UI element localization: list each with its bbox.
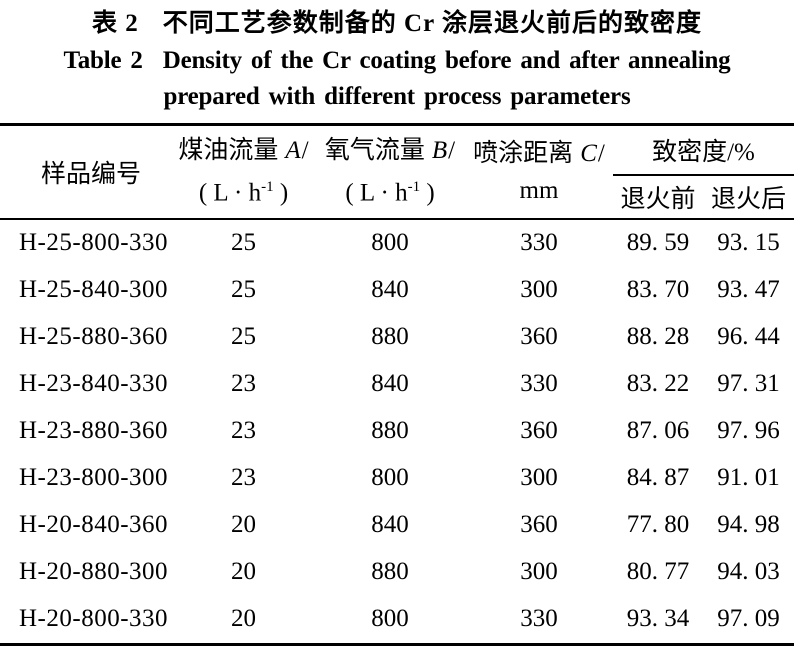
sample-id: H-23-800-300	[19, 464, 169, 491]
table-title-chinese: 表 2 不同工艺参数制备的 Cr 涂层退火前后的致密度	[0, 0, 794, 43]
sample-id: H-23-880-360	[19, 417, 169, 444]
oxygen-flow-value: 880	[371, 558, 409, 585]
header-density-percent: 致密度/%	[613, 124, 794, 176]
oxygen-flow-value: 800	[371, 464, 409, 491]
spray-distance-value: 300	[520, 276, 558, 303]
density-before-value: 87. 06	[626, 417, 690, 444]
table-number-en: Table 2	[63, 47, 143, 74]
density-before-value: 89. 59	[626, 229, 690, 256]
kerosene-flow-value: 25	[231, 323, 256, 350]
density-before-value: 83. 70	[626, 276, 690, 303]
kerosene-flow-value: 20	[231, 511, 256, 538]
slash: /	[448, 137, 456, 165]
table-row: H-25-880-360 25 880 360 88. 28 96. 44	[0, 314, 794, 361]
spray-distance-value: 300	[520, 464, 558, 491]
kerosene-flow-value: 23	[231, 464, 256, 491]
oxygen-flow-value: 880	[371, 417, 409, 444]
oxygen-flow-value: 800	[371, 605, 409, 632]
spray-distance-value: 360	[520, 511, 558, 538]
density-after-value: 94. 03	[717, 558, 780, 585]
header-after-annealing: 退火后	[710, 185, 786, 213]
table-body: H-25-800-330 25 800 330 89. 59 93. 15 H-…	[0, 219, 794, 645]
table-row: H-20-880-300 20 880 300 80. 77 94. 03	[0, 549, 794, 596]
density-after-value: 93. 47	[717, 276, 780, 303]
oxygen-flow-value: 800	[371, 229, 409, 256]
density-before-value: 93. 34	[626, 605, 690, 632]
unit-l-per-h: ( L · h	[198, 179, 262, 207]
kerosene-flow-value: 23	[231, 370, 256, 397]
table-title-en-text: Density of the Cr coating before and aft…	[162, 47, 731, 74]
density-table: 样品编号 煤油流量 A/ ( L · h-1 ) 氧气流量 B/ ( L · h-1…	[0, 123, 794, 646]
header-spray-distance: 喷涂距离 C/ mm	[465, 125, 613, 219]
oxygen-flow-value: 840	[371, 276, 409, 303]
sample-id: H-20-800-330	[19, 605, 169, 632]
sample-id: H-25-880-360	[19, 323, 169, 350]
header-sample-id: 样品编号	[40, 160, 141, 188]
spray-distance-value: 330	[520, 229, 558, 256]
table-title-english-line2: prepared with different process paramete…	[163, 83, 631, 110]
kerosene-flow-value: 25	[231, 276, 256, 303]
sample-id: H-20-840-360	[19, 511, 169, 538]
density-after-value: 97. 09	[717, 605, 780, 632]
slash: /	[597, 139, 605, 167]
density-before-value: 80. 77	[626, 558, 690, 585]
header-oxygen-label: 氧气流量	[324, 137, 425, 165]
unit-exponent: -1	[261, 179, 274, 196]
table-row: H-20-800-330 20 800 330 93. 34 97. 09	[0, 596, 794, 645]
table-row: H-23-840-330 23 840 330 83. 22 97. 31	[0, 361, 794, 408]
unit-exponent: -1	[407, 179, 421, 196]
density-after-value: 91. 01	[717, 464, 780, 491]
spray-distance-value: 330	[520, 370, 558, 397]
density-before-value: 88. 28	[626, 323, 690, 350]
unit-close: )	[420, 179, 435, 207]
density-after-value: 97. 96	[717, 417, 780, 444]
spray-distance-value: 360	[520, 417, 558, 444]
variable-a: A	[285, 137, 301, 165]
variable-b: B	[431, 137, 448, 165]
sample-id: H-25-800-330	[19, 229, 169, 256]
density-after-value: 93. 15	[717, 229, 780, 256]
kerosene-flow-value: 25	[231, 229, 256, 256]
kerosene-flow-value: 23	[231, 417, 256, 444]
variable-c: C	[580, 139, 597, 167]
spray-distance-value: 300	[520, 558, 558, 585]
header-kerosene-label: 煤油流量	[178, 137, 279, 165]
table-row: H-20-840-360 20 840 360 77. 80 94. 98	[0, 502, 794, 549]
sample-id: H-20-880-300	[19, 558, 169, 585]
unit-l-per-h: ( L · h	[345, 179, 408, 207]
oxygen-flow-value: 840	[371, 511, 409, 538]
header-kerosene-flow: 煤油流量 A/ ( L · h-1 )	[172, 125, 315, 219]
unit-close: )	[273, 179, 289, 207]
density-after-value: 96. 44	[717, 323, 780, 350]
density-after-value: 97. 31	[717, 370, 780, 397]
kerosene-flow-value: 20	[231, 605, 256, 632]
oxygen-flow-value: 880	[371, 323, 409, 350]
table-row: H-25-800-330 25 800 330 89. 59 93. 15	[0, 219, 794, 267]
header-distance-label: 喷涂距离	[473, 139, 574, 167]
density-after-value: 94. 98	[717, 511, 780, 538]
table-row: H-25-840-300 25 840 300 83. 70 93. 47	[0, 267, 794, 314]
table-row: H-23-800-300 23 800 300 84. 87 91. 01	[0, 455, 794, 502]
spray-distance-value: 330	[520, 605, 558, 632]
density-before-value: 84. 87	[626, 464, 690, 491]
slash: /	[301, 137, 309, 165]
table-number-cn: 表 2	[92, 10, 139, 37]
sample-id: H-25-840-300	[19, 276, 169, 303]
kerosene-flow-value: 20	[231, 558, 256, 585]
table-title-english-line1: Table 2 Density of the Cr coating before …	[0, 43, 794, 79]
header-oxygen-flow: 氧气流量 B/ ( L · h-1 )	[315, 125, 465, 219]
density-before-value: 83. 22	[626, 370, 690, 397]
spray-distance-value: 360	[520, 323, 558, 350]
oxygen-flow-value: 840	[371, 370, 409, 397]
table-header: 样品编号 煤油流量 A/ ( L · h-1 ) 氧气流量 B/ ( L · h-1…	[0, 124, 794, 219]
table-row: H-23-880-360 23 880 360 87. 06 97. 96	[0, 408, 794, 455]
sample-id: H-23-840-330	[19, 370, 169, 397]
density-before-value: 77. 80	[626, 511, 690, 538]
table-title-cn-text: 不同工艺参数制备的 Cr 涂层退火前后的致密度	[162, 10, 702, 37]
unit-mm: mm	[519, 176, 559, 204]
header-before-annealing: 退火前	[620, 185, 696, 213]
